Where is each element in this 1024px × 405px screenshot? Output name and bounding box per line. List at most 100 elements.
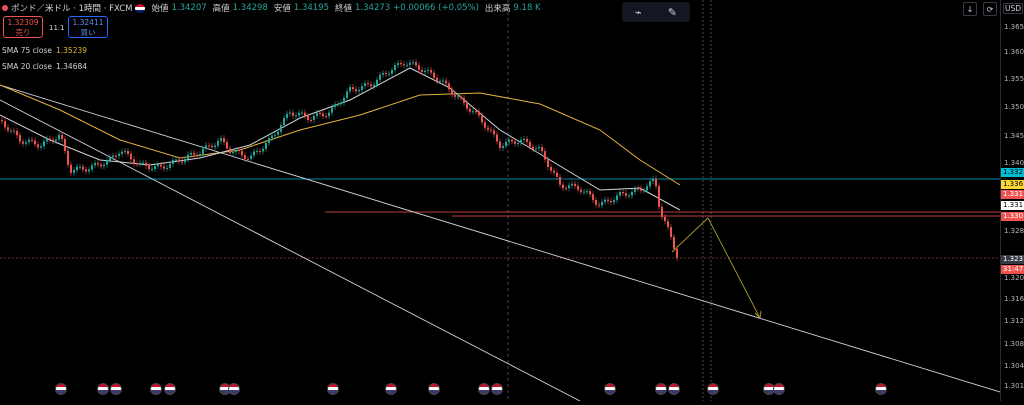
candle-body bbox=[562, 184, 564, 189]
candle-body bbox=[652, 178, 654, 182]
economic-event-icon[interactable] bbox=[875, 383, 887, 395]
candle-body bbox=[358, 89, 360, 92]
candle-body bbox=[340, 102, 342, 105]
economic-event-icon[interactable] bbox=[385, 383, 397, 395]
low-label: 安値 bbox=[273, 4, 291, 14]
candle-body bbox=[169, 163, 171, 168]
candle-body bbox=[61, 134, 63, 140]
economic-event-icon[interactable] bbox=[110, 383, 122, 395]
candle-body bbox=[502, 145, 504, 148]
trend-tool-icon[interactable]: ⌁ bbox=[635, 5, 642, 19]
brush-tool-icon[interactable]: ✎ bbox=[667, 5, 677, 19]
candle-body bbox=[106, 160, 108, 165]
drawing-toolbar: ⌁ ✎ bbox=[622, 2, 690, 22]
candle-body bbox=[319, 112, 321, 114]
chart-canvas[interactable] bbox=[0, 0, 1001, 402]
candle-body bbox=[244, 155, 246, 159]
candle-body bbox=[535, 148, 537, 150]
high-label: 高値 bbox=[212, 4, 230, 14]
candle-body bbox=[1, 120, 3, 122]
candle-body bbox=[307, 116, 309, 120]
candle-body bbox=[520, 139, 522, 143]
candle-body bbox=[616, 195, 618, 201]
candle-body bbox=[457, 96, 459, 98]
chart-area[interactable]: ポンド／米ドル · 1時間 · FXCM 始値 1.34207 高値 1.342… bbox=[0, 0, 1001, 402]
sma20-label: SMA 20 close bbox=[2, 62, 52, 71]
candle-body bbox=[523, 139, 525, 141]
economic-event-icon[interactable] bbox=[707, 383, 719, 395]
candle-body bbox=[283, 117, 285, 126]
candle-body bbox=[514, 141, 516, 144]
candle-body bbox=[532, 146, 534, 150]
candle-body bbox=[589, 191, 591, 195]
candle-body bbox=[94, 163, 96, 166]
buy-label: 買い bbox=[80, 28, 96, 37]
sell-button[interactable]: 1.32309 売り bbox=[3, 16, 43, 38]
candle-body bbox=[334, 104, 336, 108]
economic-event-icon[interactable] bbox=[604, 383, 616, 395]
candle-body bbox=[28, 139, 30, 143]
candle-body bbox=[97, 163, 99, 165]
economic-event-icon[interactable] bbox=[164, 383, 176, 395]
candle-body bbox=[73, 170, 75, 173]
candle-body bbox=[574, 183, 576, 186]
candle-body bbox=[19, 135, 21, 142]
candle-body bbox=[250, 155, 252, 159]
buy-button[interactable]: 1.32411 買い bbox=[68, 16, 108, 38]
candle-body bbox=[499, 141, 501, 148]
scroll-down-button[interactable]: ↓ bbox=[963, 2, 977, 16]
candle-body bbox=[454, 94, 456, 97]
candle-body bbox=[664, 216, 666, 222]
candle-body bbox=[676, 248, 678, 258]
indicator-sma75[interactable]: SMA 75 close 1.35239 bbox=[2, 46, 87, 55]
economic-event-icon[interactable] bbox=[491, 383, 503, 395]
candle-body bbox=[100, 164, 102, 167]
candle-body bbox=[70, 164, 72, 173]
candle-body bbox=[16, 131, 18, 136]
candle-body bbox=[472, 111, 474, 113]
indicator-sma20[interactable]: SMA 20 close 1.34684 bbox=[2, 62, 87, 71]
candle-body bbox=[352, 87, 354, 90]
candle-body bbox=[289, 112, 291, 114]
candle-body bbox=[208, 145, 210, 147]
candle-body bbox=[628, 195, 630, 197]
price-axis[interactable]: USD 1.365 1.360 1.355 1.350 1.345 1.340 1.328 1… bbox=[1000, 0, 1024, 401]
candle-body bbox=[274, 134, 276, 136]
economic-event-icon[interactable] bbox=[228, 383, 240, 395]
economic-event-icon[interactable] bbox=[55, 383, 67, 395]
candle-body bbox=[469, 108, 471, 112]
economic-event-icon[interactable] bbox=[773, 383, 785, 395]
candle-body bbox=[367, 83, 369, 85]
economic-event-icon[interactable] bbox=[668, 383, 680, 395]
candle-body bbox=[166, 167, 168, 169]
candle-body bbox=[346, 91, 348, 98]
economic-event-icon[interactable] bbox=[655, 383, 667, 395]
symbol-title[interactable]: ポンド／米ドル · 1時間 · FXCM bbox=[11, 4, 133, 14]
economic-event-icon[interactable] bbox=[327, 383, 339, 395]
candle-body bbox=[637, 188, 639, 190]
candle-body bbox=[439, 80, 441, 82]
candle-body bbox=[553, 170, 555, 173]
currency-label[interactable]: USD bbox=[1003, 3, 1024, 14]
reset-button[interactable]: ⟳ bbox=[983, 2, 997, 16]
candle-body bbox=[550, 166, 552, 171]
economic-event-icon[interactable] bbox=[97, 383, 109, 395]
market-flag-icon bbox=[135, 3, 146, 13]
candle-body bbox=[247, 158, 249, 160]
economic-event-icon[interactable] bbox=[478, 383, 490, 395]
economic-event-icon[interactable] bbox=[428, 383, 440, 395]
candle-body bbox=[481, 115, 483, 123]
buy-price: 1.32411 bbox=[72, 18, 104, 27]
candle-body bbox=[601, 201, 603, 206]
candle-body bbox=[238, 150, 240, 152]
candle-body bbox=[640, 188, 642, 191]
price-tick-label: 1.328 bbox=[1004, 227, 1024, 235]
candle-body bbox=[394, 65, 396, 71]
economic-event-icon[interactable] bbox=[150, 383, 162, 395]
candle-body bbox=[178, 159, 180, 162]
candle-body bbox=[151, 168, 153, 170]
candle-body bbox=[223, 138, 225, 143]
candle-body bbox=[136, 163, 138, 165]
candle-body bbox=[619, 192, 621, 196]
candle-body bbox=[631, 191, 633, 196]
